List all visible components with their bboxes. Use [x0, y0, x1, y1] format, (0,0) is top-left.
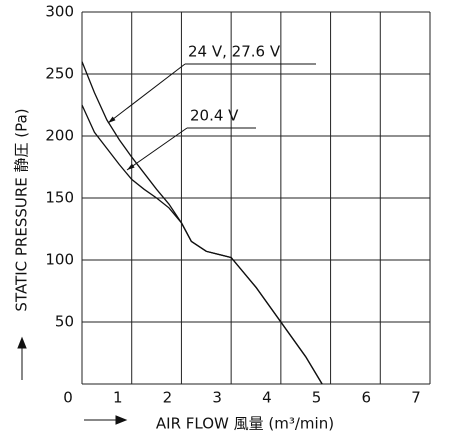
arrow-head — [108, 116, 116, 123]
y-tick-label: 250 — [45, 65, 74, 83]
y-tick-label: 200 — [45, 127, 74, 145]
y-tick-label: 100 — [45, 251, 74, 269]
leader-line — [126, 127, 188, 171]
x-tick-label: 3 — [212, 389, 222, 407]
axis-arrows — [17, 336, 128, 425]
x-tick-label: 0 — [63, 389, 73, 407]
y-axis-label: STATIC PRESSURE 静圧 (Pa) — [13, 108, 31, 311]
x-tick-label: 5 — [312, 389, 322, 407]
curve — [81, 104, 323, 385]
leader-line — [107, 63, 186, 124]
x-tick-label: 7 — [411, 389, 421, 407]
y-tick-label: 300 — [45, 3, 74, 21]
legend-label: 20.4 V — [190, 107, 239, 125]
x-tick-label: 1 — [113, 389, 123, 407]
x-tick-label: 2 — [163, 389, 173, 407]
legend-label: 24 V, 27.6 V — [188, 43, 281, 61]
arrow-head — [127, 163, 135, 170]
x-tick-label: 6 — [362, 389, 372, 407]
y-tick-label: 50 — [55, 313, 74, 331]
x-axis-label: AIR FLOW 風量 (m³/min) — [156, 415, 334, 433]
x-tick-label: 4 — [262, 389, 272, 407]
y-tick-label: 150 — [45, 189, 74, 207]
